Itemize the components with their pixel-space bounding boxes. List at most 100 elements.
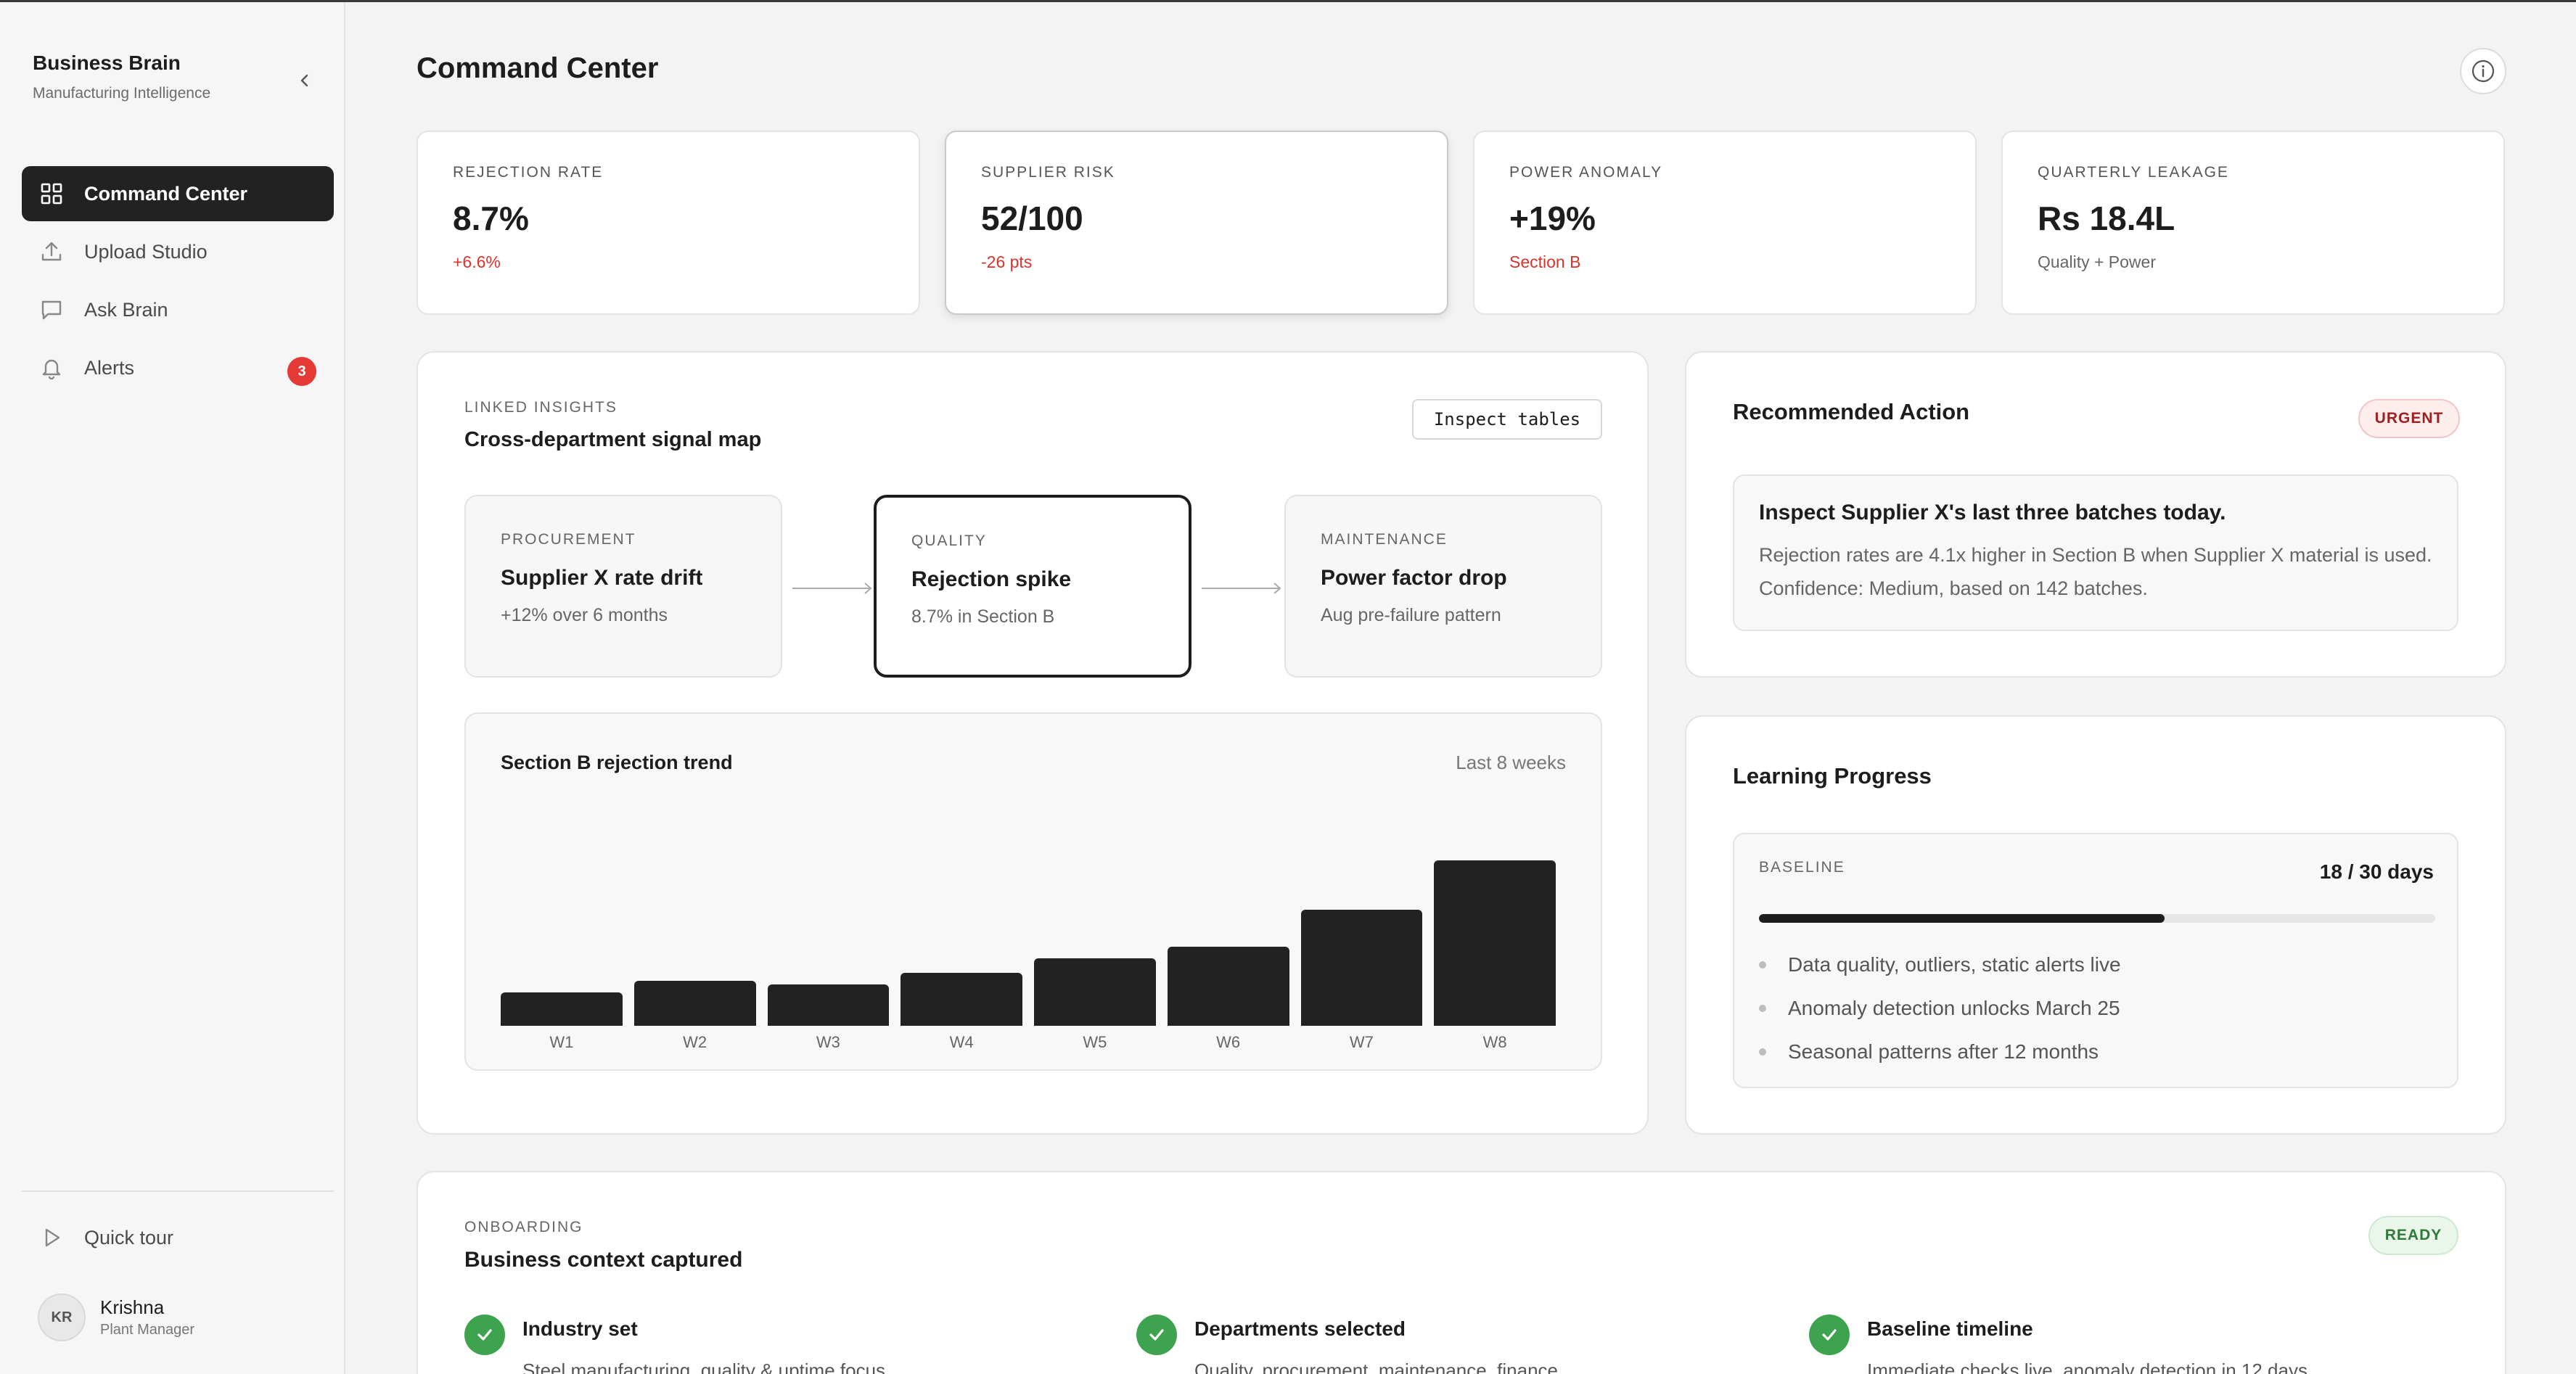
signal-node-title: Rejection spike (911, 567, 1072, 591)
kpi-value: 52/100 (981, 199, 1083, 237)
kpi-card-supplier-risk[interactable]: SUPPLIER RISK 52/100 -26 pts (945, 131, 1448, 315)
chart-bar (1434, 860, 1556, 1026)
chart-tick-label: W7 (1349, 1033, 1374, 1051)
ready-badge: READY (2368, 1216, 2458, 1255)
signal-node-title: Supplier X rate drift (501, 566, 703, 590)
list-item: Data quality, outliers, static alerts li… (1759, 943, 2121, 987)
kpi-value: +19% (1509, 199, 1596, 237)
list-item: Seasonal patterns after 12 months (1759, 1030, 2121, 1074)
section-title: Business context captured (464, 1248, 743, 1272)
arrow-right-icon (792, 583, 872, 594)
chart-tick-label: W2 (683, 1033, 707, 1051)
signal-node-quality[interactable]: QUALITY Rejection spike 8.7% in Section … (874, 495, 1191, 678)
sidebar-item-alerts[interactable]: Alerts 3 (22, 340, 334, 395)
chart-title: Section B rejection trend (501, 752, 733, 773)
page-title: Command Center (417, 52, 659, 84)
chart-bar (633, 981, 756, 1026)
chevron-left-icon (300, 74, 308, 87)
user-profile[interactable]: KR Krishna Plant Manager (38, 1293, 194, 1341)
kpi-card-rejection-rate[interactable]: REJECTION RATE 8.7% +6.6% (417, 131, 920, 315)
sidebar-item-upload-studio[interactable]: Upload Studio (22, 224, 334, 279)
list-item: Anomaly detection unlocks March 25 (1759, 987, 2121, 1030)
window-top-border (0, 0, 2576, 2)
recommendation-box[interactable]: Inspect Supplier X's last three batches … (1733, 474, 2458, 631)
chart-tick-label: W1 (549, 1033, 574, 1051)
sidebar: Business Brain Manufacturing Intelligenc… (0, 2, 345, 1374)
recommended-action-card: Recommended Action URGENT Inspect Suppli… (1685, 351, 2506, 678)
sidebar-nav: Command Center Upload Studio Ask Brain A… (22, 166, 334, 398)
signal-node-procurement[interactable]: PROCUREMENT Supplier X rate drift +12% o… (464, 495, 782, 678)
chart-bar (767, 984, 890, 1026)
chart-range: Last 8 weeks (1456, 752, 1566, 773)
user-name: Krishna (100, 1296, 165, 1318)
progress-bar-fill (1759, 914, 2165, 923)
step-sub: Steel manufacturing, quality & uptime fo… (522, 1359, 886, 1374)
play-icon (39, 1225, 64, 1250)
chart-tick-label: W6 (1216, 1033, 1241, 1051)
check-icon (464, 1315, 505, 1355)
kpi-value: Rs 18.4L (2038, 199, 2175, 237)
signal-node-dept: PROCUREMENT (501, 531, 636, 548)
step-title: Departments selected (1194, 1317, 1406, 1340)
kpi-delta: Quality + Power (2038, 252, 2156, 271)
sidebar-item-label: Ask Brain (84, 298, 168, 321)
sidebar-item-command-center[interactable]: Command Center (22, 166, 334, 221)
recommendation-headline: Inspect Supplier X's last three batches … (1759, 501, 2226, 524)
step-title: Baseline timeline (1867, 1317, 2033, 1340)
user-role: Plant Manager (100, 1322, 195, 1338)
kpi-delta: +6.6% (453, 252, 501, 271)
info-icon (2472, 59, 2495, 83)
signal-node-maintenance[interactable]: MAINTENANCE Power factor drop Aug pre-fa… (1284, 495, 1602, 678)
chart-tick-label: W4 (949, 1033, 974, 1051)
rejection-trend-chart: Section B rejection trend Last 8 weeks W… (464, 712, 1602, 1071)
arrow-right-icon (1202, 583, 1281, 594)
bullet-icon (1759, 1048, 1766, 1056)
chart-tick-label: W3 (816, 1033, 840, 1051)
signal-node-sub: 8.7% in Section B (911, 606, 1055, 627)
chart-bar (1300, 910, 1423, 1026)
sidebar-item-label: Upload Studio (84, 240, 208, 263)
kpi-label: REJECTION RATE (453, 164, 604, 181)
signal-node-sub: +12% over 6 months (501, 605, 668, 625)
sidebar-item-ask-brain[interactable]: Ask Brain (22, 282, 334, 337)
check-icon (1136, 1315, 1177, 1355)
step-sub: Quality, procurement, maintenance, finan… (1194, 1359, 1559, 1374)
info-button[interactable] (2460, 48, 2506, 94)
section-label: LINKED INSIGHTS (464, 399, 618, 416)
learning-progress-card: Learning Progress BASELINE 18 / 30 days … (1685, 715, 2506, 1135)
baseline-count: 18 / 30 days (2319, 860, 2434, 883)
kpi-value: 8.7% (453, 199, 529, 237)
kpi-card-quarterly-leakage[interactable]: QUARTERLY LEAKAGE Rs 18.4L Quality + Pow… (2001, 131, 2505, 315)
urgent-badge: URGENT (2358, 399, 2460, 438)
quick-tour-label: Quick tour (84, 1226, 174, 1248)
section-label: ONBOARDING (464, 1219, 583, 1235)
kpi-card-power-anomaly[interactable]: POWER ANOMALY +19% Section B (1473, 131, 1977, 315)
chart-bar (1167, 946, 1289, 1026)
section-title: Cross-department signal map (464, 428, 762, 451)
quick-tour-button[interactable]: Quick tour (39, 1225, 173, 1250)
recommendation-body: Rejection rates are 4.1x higher in Secti… (1759, 544, 2432, 599)
card-title: Recommended Action (1733, 399, 1970, 424)
chart-bars: W1 W2 W3 W4 W5 W6 W7 W8 (501, 801, 1567, 1055)
signal-node-sub: Aug pre-failure pattern (1321, 605, 1501, 625)
onboarding-step-industry: Industry set Steel manufacturing, qualit… (464, 1315, 885, 1374)
kpi-delta: Section B (1509, 252, 1581, 271)
bullet-icon (1759, 961, 1766, 968)
progress-bar (1759, 914, 2435, 923)
step-title: Industry set (522, 1317, 638, 1340)
chart-bar (501, 992, 623, 1026)
inspect-tables-button[interactable]: Inspect tables (1412, 399, 1602, 440)
card-title: Learning Progress (1733, 763, 1932, 789)
onboarding-step-baseline: Baseline timeline Immediate checks live,… (1809, 1315, 2308, 1374)
chart-tick-label: W8 (1482, 1033, 1507, 1051)
linked-insights-card: LINKED INSIGHTS Cross-department signal … (417, 351, 1649, 1135)
check-icon (1809, 1315, 1850, 1355)
collapse-sidebar-button[interactable] (289, 65, 321, 96)
kpi-label: QUARTERLY LEAKAGE (2038, 164, 2229, 181)
kpi-label: POWER ANOMALY (1509, 164, 1663, 181)
chart-bar (901, 973, 1022, 1026)
signal-node-dept: MAINTENANCE (1321, 531, 1448, 548)
alerts-count-badge: 3 (287, 357, 316, 386)
upload-icon (39, 239, 64, 264)
milestone-list: Data quality, outliers, static alerts li… (1759, 943, 2121, 1074)
